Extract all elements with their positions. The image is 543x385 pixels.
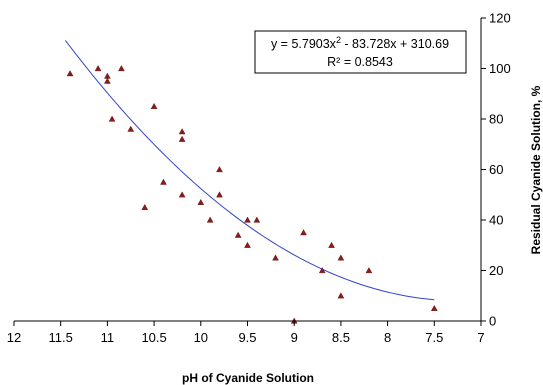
x-tick-label: 10 [194,330,208,345]
data-point [244,216,251,223]
data-point [178,135,186,142]
x-tick-label: 9 [291,330,298,345]
data-point [127,125,135,132]
data-point [66,70,74,77]
trendline-equation: y = 5.7903x2 - 83.728x + 310.69 [271,35,449,51]
x-tick-label: 8.5 [332,330,350,345]
data-point [337,254,345,261]
trendline-r2: R² = 0.8543 [327,55,393,69]
y-tick-label: 60 [489,162,503,177]
y-tick-label: 40 [489,213,503,228]
data-point [206,216,214,223]
x-axis-title: pH of Cyanide Solution [182,371,314,385]
y-tick-label: 100 [489,61,511,76]
data-point [104,77,111,84]
data-point [160,178,167,185]
data-point [300,229,307,236]
data-point [108,115,116,122]
data-point [178,191,186,198]
x-tick-label: 10.5 [141,330,166,345]
equation-box: y = 5.7903x2 - 83.728x + 310.69 R² = 0.8… [254,30,467,74]
data-point [365,267,373,274]
data-point [430,304,438,311]
data-point [150,102,158,109]
data-point [337,292,345,299]
data-points [66,65,438,324]
y-axis-title: Residual Cyanide Solution, % [529,85,543,254]
data-point [94,65,102,72]
y-ticks: 0 20 40 60 80 100 120 [481,11,511,329]
x-tick-label: 12 [7,330,21,345]
data-point [141,203,149,210]
data-point [118,65,125,72]
data-point [178,128,186,135]
data-point [234,231,242,238]
data-point [328,241,335,248]
y-tick-label: 0 [489,314,496,329]
y-tick-label: 80 [489,112,503,127]
equation-box-frame [254,30,467,74]
data-point [244,241,251,248]
x-tick-label: 7 [477,330,484,345]
data-point [216,166,223,173]
x-ticks: 12 11.5 11 10.5 10 9.5 9 8.5 8 7.5 7 [7,321,485,345]
x-tick-label: 11 [101,330,115,345]
data-point [216,191,223,198]
x-tick-label: 8 [384,330,391,345]
data-point [318,267,326,274]
trendline [64,40,435,301]
data-point [272,254,279,261]
y-tick-label: 120 [489,11,511,26]
x-tick-label: 9.5 [238,330,256,345]
y-tick-label: 20 [489,263,503,278]
data-point [253,216,261,223]
x-tick-label: 11.5 [49,330,73,345]
x-tick-label: 7.5 [425,330,443,345]
data-point [104,72,111,79]
data-point [197,198,205,205]
